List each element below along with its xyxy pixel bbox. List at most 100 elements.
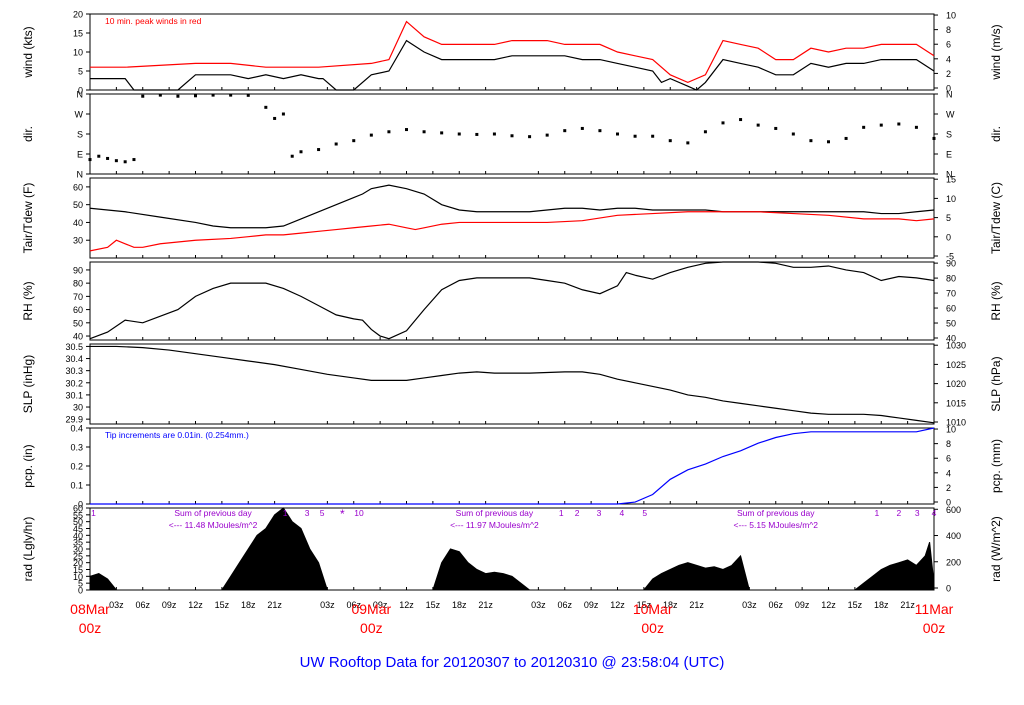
precip-ytick-label: 0.2 (70, 462, 83, 472)
direction-series-direction-point (545, 133, 549, 137)
time-tick-label: 15z (848, 600, 863, 610)
radiation-ytick-label: 30 (73, 545, 83, 555)
direction-series-direction-point (422, 130, 426, 134)
direction-series-direction-point (932, 136, 936, 140)
direction-series-direction-point (633, 134, 637, 138)
direction-series-direction-point (563, 129, 567, 133)
day-label-date: 10Mar (633, 601, 673, 617)
direction-ytick-right-label: E (946, 150, 952, 160)
wind-ylabel-right: wind (m/s) (989, 24, 1003, 80)
direction-ylabel: dir. (21, 126, 35, 142)
direction-series-direction-point (668, 139, 672, 143)
direction-series-direction-point (510, 134, 514, 138)
radiation-hour-marker: 1 (559, 508, 564, 518)
direction-series-direction-point (580, 126, 584, 130)
rh-ytick-right-label: 70 (946, 289, 956, 299)
radiation-ytick-right-label: 400 (946, 531, 961, 541)
rh-ylabel-right: RH (%) (989, 281, 1003, 320)
temperature-series-tair-line (89, 184, 935, 229)
radiation-hour-marker: 2 (896, 508, 901, 518)
radiation-ytick-label: 35 (73, 538, 83, 548)
time-tick-label: 12z (610, 600, 625, 610)
temperature-frame (89, 177, 935, 259)
time-tick-label: 03z (320, 600, 335, 610)
temperature-ytick-label: 60 (73, 182, 83, 192)
direction-series-direction-point (475, 132, 479, 136)
radiation-ytick-label: 0 (78, 586, 83, 596)
direction-ytick-label: S (77, 130, 83, 140)
direction-series-direction-point (598, 129, 602, 133)
direction-series-direction-point (774, 126, 778, 130)
direction-ytick-right-label: W (946, 110, 955, 120)
wind-series-10-min-peak-line (90, 20, 935, 84)
rh-ytick-label: 80 (73, 279, 83, 289)
slp-ytick-right-label: 1030 (946, 341, 966, 351)
radiation-hour-marker: 5 (320, 508, 325, 518)
time-tick-label: 03z (531, 600, 546, 610)
wind-ytick-right-label: 8 (946, 25, 951, 35)
slp-ylabel-right: SLP (hPa) (989, 356, 1003, 411)
direction-series-direction-point (686, 141, 690, 145)
direction-series-direction-point (862, 125, 866, 129)
direction-series-direction-point (844, 136, 848, 140)
precip-ytick-right-label: 2 (946, 483, 951, 493)
day-label-time: 00z (360, 620, 383, 636)
direction-frame (89, 93, 935, 175)
precip-annotation: Tip increments are 0.01in. (0.254mm.) (105, 430, 249, 440)
slp-ytick-label: 30 (73, 403, 83, 413)
time-tick-label: 12z (188, 600, 203, 610)
direction-series-direction-point (703, 130, 707, 134)
radiation-ytick-label: 10 (73, 572, 83, 582)
precip-ytick-right-label: 4 (946, 468, 951, 478)
wind-series-wind-line (90, 39, 935, 91)
radiation-ytick-label: 5 (78, 579, 83, 589)
wind-ytick-right-label: 10 (946, 11, 956, 21)
radiation-ytick-label: 45 (73, 524, 83, 534)
time-tick-label: 06z (135, 600, 150, 610)
slp-ylabel: SLP (inHg) (21, 355, 35, 413)
precip-ylabel-right: pcp. (mm) (989, 439, 1003, 493)
direction-series-direction-point (492, 132, 496, 136)
radiation-hour-marker: 4 (932, 508, 937, 518)
rh-ytick-label: 70 (73, 292, 83, 302)
direction-ytick-label: E (77, 150, 83, 160)
time-tick-label: 06z (346, 600, 361, 610)
time-tick-label: 09z (584, 600, 599, 610)
radiation-series-radiation-area (89, 507, 935, 591)
direction-series-direction-point (914, 125, 918, 129)
temperature-ytick-label: 50 (73, 200, 83, 210)
direction-series-direction-point (290, 154, 294, 158)
time-tick-label: 06z (768, 600, 783, 610)
day-label-date: 09Mar (351, 601, 391, 617)
radiation-ytick-label: 50 (73, 517, 83, 527)
radiation-hour-marker: 10 (354, 508, 364, 518)
direction-series-direction-point (106, 156, 110, 160)
direction-series-direction-point (299, 150, 303, 154)
direction-series-direction-point (897, 122, 901, 126)
direction-series-direction-point (246, 93, 250, 97)
direction-ytick-label: N (77, 170, 84, 180)
direction-series-direction-point (123, 160, 127, 164)
radiation-ytick-label: 60 (73, 504, 83, 514)
radiation-ytick-right-label: 600 (946, 505, 961, 515)
time-tick-label: 21z (267, 600, 282, 610)
direction-series-direction-point (827, 140, 830, 144)
direction-series-direction-point (616, 132, 619, 136)
day-label-date: 08Mar (70, 601, 110, 617)
wind-ytick-label: 15 (73, 29, 83, 39)
temperature-ylabel-right: Tair/Tdew (C) (989, 182, 1003, 254)
direction-series-direction-point (141, 94, 145, 98)
direction-series-direction-point (273, 116, 277, 120)
temperature-ylabel: Tair/Tdew (F) (21, 183, 35, 254)
slp-ytick-right-label: 1020 (946, 379, 966, 389)
slp-ytick-label: 30.2 (65, 378, 83, 388)
radiation-hour-marker: 5 (642, 508, 647, 518)
day-label-time: 00z (79, 620, 102, 636)
direction-series-direction-point (756, 123, 760, 127)
precip-ytick-label: 0.3 (70, 443, 83, 453)
direction-series-direction-point (264, 105, 268, 109)
direction-ytick-label: N (77, 90, 84, 100)
direction-series-direction-point (387, 130, 391, 134)
direction-series-direction-point (352, 139, 356, 143)
